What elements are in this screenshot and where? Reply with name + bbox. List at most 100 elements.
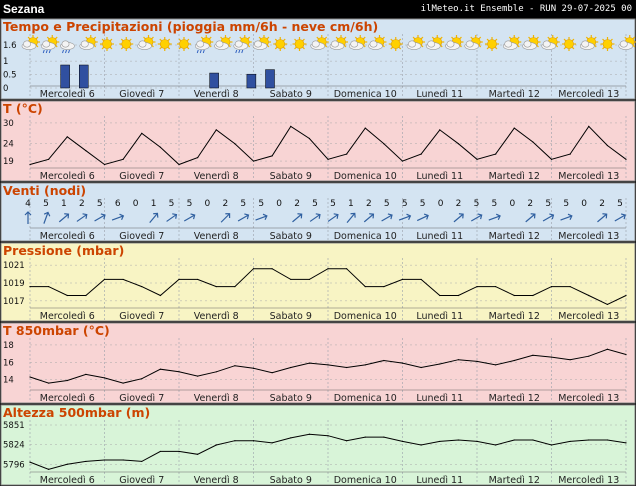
sun-ray — [610, 46, 613, 50]
sun-ray — [93, 36, 97, 40]
data-point — [532, 141, 534, 143]
sun-ray — [536, 36, 539, 40]
wind-speed: 5 — [563, 199, 569, 209]
data-point — [48, 285, 50, 288]
day-label: Lunedì 11 — [416, 475, 463, 486]
data-point — [122, 278, 124, 281]
wind-arrow-head — [100, 213, 106, 220]
cloud-shape — [427, 40, 436, 48]
data-point — [178, 371, 180, 373]
wind-arrow — [381, 213, 393, 222]
panel-title: Pressione (mbar) — [3, 243, 124, 258]
wind-speed: 2 — [456, 199, 462, 209]
data-point — [234, 365, 236, 367]
sun-ray — [55, 36, 58, 40]
wind-arrow — [58, 213, 70, 223]
panel-title: T 850mbar (°C) — [3, 323, 110, 338]
sun-ray — [274, 46, 278, 50]
wind-arrow — [327, 213, 339, 222]
sun-ray — [398, 38, 402, 42]
data-point — [569, 440, 571, 443]
sun-ray — [563, 38, 567, 42]
data-point — [308, 137, 310, 140]
sun-ray — [266, 44, 270, 48]
data-point — [420, 153, 422, 155]
wind-speed: 5 — [420, 199, 426, 209]
data-point — [588, 294, 590, 297]
cloud-shape — [619, 40, 628, 48]
sun-ray — [440, 36, 443, 40]
sun-ray — [129, 46, 132, 50]
sun-ray — [143, 36, 146, 40]
panel-background — [1, 183, 635, 241]
data-point — [159, 146, 161, 148]
sun-ray — [486, 46, 490, 50]
y-tick-label: 16 — [3, 358, 14, 368]
wind-arrow-shaft — [220, 213, 231, 223]
sun-ray — [517, 44, 520, 48]
sun-ray — [120, 38, 124, 42]
sun-ray — [547, 36, 550, 40]
day-label: Mercoledì 13 — [558, 311, 619, 322]
wind-speed: 5 — [258, 199, 264, 209]
sun-ray — [324, 36, 328, 40]
cloud-shape — [369, 40, 378, 48]
sun-ray — [382, 36, 385, 40]
sun-ray — [200, 36, 204, 40]
data-point — [252, 160, 255, 162]
wind-arrow-shaft — [76, 214, 88, 222]
sun-ray — [178, 46, 182, 50]
sun-ray — [602, 38, 605, 42]
data-point — [346, 440, 348, 442]
sun-ray — [459, 36, 462, 40]
data-point — [383, 143, 385, 145]
sun-ray — [209, 44, 212, 48]
sun-disc — [390, 39, 401, 49]
wind-arrow — [542, 213, 555, 222]
sun-ray — [517, 36, 520, 40]
sun-ray — [186, 38, 190, 42]
data-point — [327, 364, 329, 366]
day-label: Lunedì 11 — [416, 311, 463, 322]
sun-ray — [46, 36, 50, 40]
sun-icon — [292, 37, 307, 51]
day-label: Lunedì 11 — [416, 393, 463, 404]
wind-arrow-shaft — [94, 214, 106, 222]
data-point — [457, 359, 459, 361]
data-point — [66, 136, 68, 138]
wind-arrow-head — [225, 213, 231, 218]
wind-arrow-head — [350, 212, 356, 218]
data-point — [122, 459, 124, 461]
panel-border — [0, 182, 636, 242]
sun-ray — [420, 36, 424, 40]
wind-arrow-head — [190, 213, 196, 220]
cloud-shape — [408, 40, 416, 48]
sun-ray — [209, 36, 212, 40]
data-point — [85, 373, 87, 375]
wind-arrow-head — [406, 213, 412, 221]
day-label: Domenica 10 — [334, 393, 397, 404]
sun-ray — [536, 44, 539, 48]
sun-ray — [151, 44, 154, 48]
day-label: Lunedì 11 — [416, 171, 463, 182]
sun-ray — [632, 44, 636, 48]
day-label: Mercoledì 13 — [558, 89, 619, 100]
day-label: Sabato 9 — [270, 311, 312, 322]
wind-arrow-head — [458, 213, 464, 219]
y-tick-label: 1019 — [3, 279, 25, 289]
wind-arrow-head — [549, 213, 555, 220]
day-label: Martedì 12 — [489, 171, 540, 182]
rain-drop — [241, 49, 244, 54]
sun-ray — [555, 36, 559, 40]
data-point — [364, 364, 366, 366]
data-point — [476, 158, 478, 160]
partly-cloudy-icon — [137, 35, 156, 50]
data-point — [327, 158, 329, 160]
data-point — [588, 439, 590, 441]
data-point — [141, 460, 143, 463]
wind-arrow-head — [530, 213, 536, 219]
sun-ray — [398, 46, 402, 50]
data-point — [401, 440, 404, 443]
partly-cloudy-icon — [329, 35, 348, 50]
data-point — [439, 440, 441, 443]
